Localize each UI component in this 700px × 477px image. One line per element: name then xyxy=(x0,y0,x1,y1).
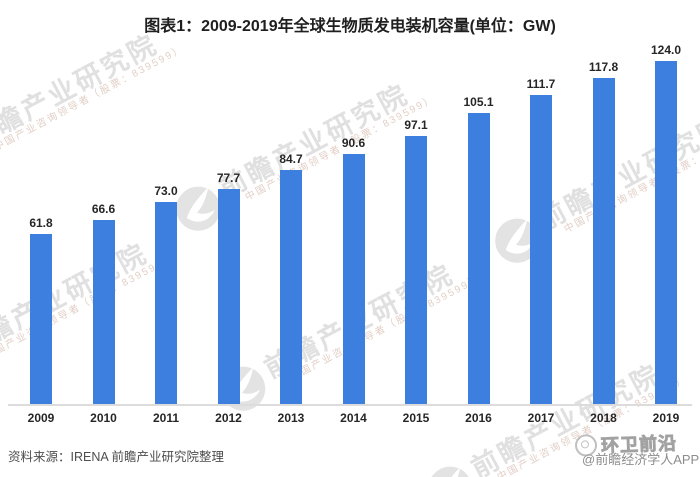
bar-2013 xyxy=(280,170,302,405)
bar-value-label: 97.1 xyxy=(404,117,428,132)
publisher-badge-label: 环卫前沿 xyxy=(600,433,678,456)
x-axis-label: 2018 xyxy=(590,411,617,425)
bar-2016 xyxy=(467,113,490,405)
bar-2017 xyxy=(530,95,552,405)
bar-2014 xyxy=(342,153,365,405)
bar-2018 xyxy=(592,78,615,405)
x-axis-label: 2010 xyxy=(90,411,117,425)
bar-2019 xyxy=(655,61,677,405)
x-axis-label: 2012 xyxy=(215,411,242,425)
x-axis-label: 2013 xyxy=(277,411,305,425)
publisher-logo-icon xyxy=(574,434,598,457)
x-axis-line xyxy=(8,404,692,406)
bar-value-label: 105.1 xyxy=(463,95,494,110)
bar-2012 xyxy=(217,189,240,405)
x-axis-label: 2016 xyxy=(465,411,492,425)
bar-value-label: 66.6 xyxy=(91,202,116,217)
bar-2011 xyxy=(155,202,177,405)
bar-value-label: 111.7 xyxy=(526,77,556,92)
x-axis-label: 2015 xyxy=(402,411,430,425)
bar-2009 xyxy=(30,233,52,405)
bar-value-label: 90.6 xyxy=(341,135,366,150)
x-axis-label: 2009 xyxy=(27,411,55,425)
x-axis-label: 2019 xyxy=(652,411,680,425)
x-axis-label: 2017 xyxy=(527,411,555,425)
source-note: 资料来源：IRENA 前瞻产业研究院整理 xyxy=(8,450,224,464)
bar-2015 xyxy=(405,135,427,405)
bar-value-label: 77.7 xyxy=(216,171,241,186)
x-axis-label: 2014 xyxy=(340,411,367,425)
bar-value-label: 84.7 xyxy=(279,152,303,167)
bar-value-label: 124.0 xyxy=(650,43,682,57)
bar-value-label: 73.0 xyxy=(154,184,178,199)
bar-2010 xyxy=(92,220,115,405)
chart-title: 图表1：2009-2019年全球生物质发电装机容量(单位：GW) xyxy=(144,18,556,35)
app-credit: @前瞻经济学人APP xyxy=(582,452,700,467)
x-axis-label: 2011 xyxy=(152,411,180,425)
bar-value-label: 117.8 xyxy=(588,60,619,75)
publisher-badge: 环卫前沿 xyxy=(574,429,678,459)
bar-value-label: 61.8 xyxy=(29,215,53,230)
